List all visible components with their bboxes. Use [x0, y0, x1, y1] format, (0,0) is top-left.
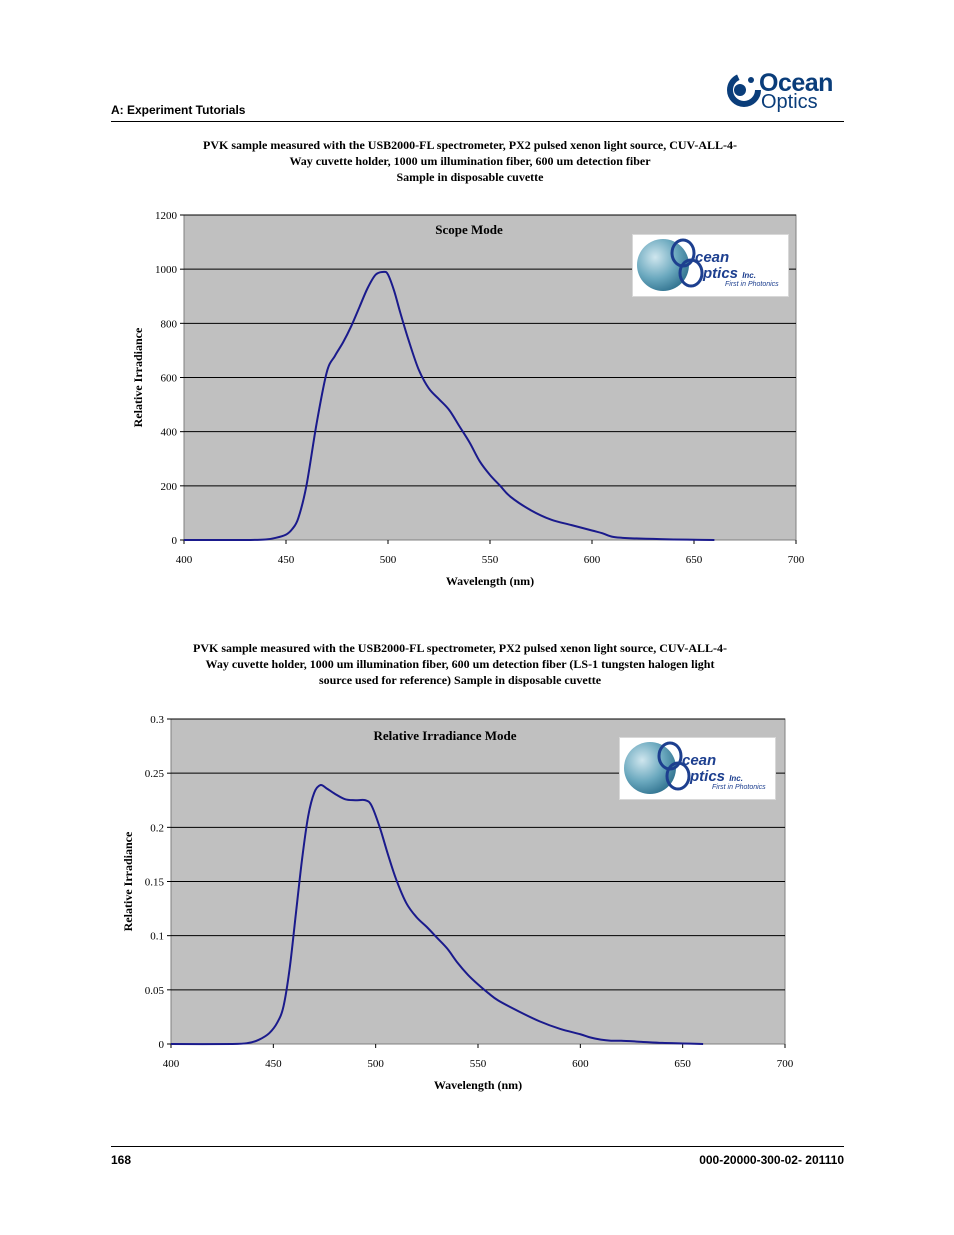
- plot-mode-label: Scope Mode: [435, 222, 503, 237]
- x-tick-label: 550: [482, 554, 499, 566]
- section-title: A: Experiment Tutorials: [111, 103, 246, 117]
- y-tick-label: 0.05: [145, 985, 165, 997]
- header-rule: [111, 121, 844, 122]
- x-tick-label: 400: [163, 1058, 180, 1070]
- x-tick-label: 650: [674, 1058, 691, 1070]
- chart-title: PVK sample measured with the USB2000-FL …: [110, 640, 810, 688]
- y-tick-label: 0.1: [150, 931, 164, 943]
- x-tick-label: 650: [686, 554, 703, 566]
- y-tick-label: 0: [172, 535, 178, 547]
- inset-logo-word: ptics: [690, 768, 726, 785]
- inset-logo-inc: Inc.: [742, 271, 756, 280]
- ocean-optics-logo: Ocean Optics: [727, 70, 845, 114]
- ocean-optics-inset-logo: cean ptics Inc. First in Photonics: [619, 737, 776, 800]
- chart-title-line: PVK sample measured with the USB2000-FL …: [203, 138, 737, 152]
- y-tick-label: 0.15: [145, 877, 165, 889]
- inset-logo-line2: ptics Inc.: [703, 265, 756, 282]
- inset-logo-line2: ptics Inc.: [690, 768, 743, 785]
- chart-plot: 0 200 400 600 800 1000 1200 400 450 500 550 600 650 7…: [131, 210, 805, 588]
- chart-title-line: Way cuvette holder, 1000 um illumination…: [205, 657, 715, 671]
- chart-plot: 0 0.05 0.1 0.15 0.2 0.25 0.3 400 450 500 550 600 650…: [121, 714, 794, 1092]
- x-tick-label: 700: [777, 1058, 794, 1070]
- ocean-optics-inset-logo: cean ptics Inc. First in Photonics: [632, 234, 789, 297]
- inset-logo-word: ptics: [703, 265, 739, 282]
- rings-icon: [670, 238, 704, 288]
- chart-title-line: Way cuvette holder, 1000 um illumination…: [289, 154, 651, 168]
- chart-title-line: Sample in disposable cuvette: [396, 170, 544, 184]
- relative-irradiance-mode-chart: PVK sample measured with the USB2000-FL …: [110, 638, 830, 1098]
- y-tick-label: 0.3: [150, 714, 164, 726]
- x-tick-label: 450: [278, 554, 295, 566]
- logo-word-ocean: Ocean: [759, 69, 833, 97]
- y-tick-label: 1000: [155, 264, 178, 276]
- footer-rule: [111, 1146, 844, 1147]
- inset-logo-tagline: First in Photonics: [725, 281, 779, 288]
- document-number: 000-20000-300-02- 201110: [699, 1153, 844, 1167]
- y-tick-label: 200: [161, 481, 178, 493]
- y-tick-label: 800: [161, 318, 178, 330]
- x-tick-label: 450: [265, 1058, 282, 1070]
- chart-title-line: source used for reference) Sample in dis…: [318, 673, 602, 687]
- plot-mode-label: Relative Irradiance Mode: [374, 728, 517, 743]
- y-axis-label: Relative Irradiance: [121, 831, 135, 931]
- rings-icon: [657, 741, 691, 791]
- inset-logo-tagline: First in Photonics: [712, 784, 766, 791]
- chart-title: PVK sample measured with the USB2000-FL …: [110, 137, 830, 185]
- spectrum-line: [183, 270, 715, 542]
- page-number: 168: [111, 1153, 132, 1167]
- x-axis-label: Wavelength (nm): [446, 574, 534, 588]
- x-tick-label: 600: [584, 554, 601, 566]
- x-tick-label: 700: [788, 554, 805, 566]
- scope-mode-chart: PVK sample measured with the USB2000-FL …: [110, 135, 830, 595]
- x-axis-label: Wavelength (nm): [434, 1078, 522, 1092]
- x-tick-label: 400: [176, 554, 193, 566]
- spectrum-line: [170, 783, 704, 1046]
- x-tick-label: 500: [380, 554, 397, 566]
- y-tick-label: 400: [161, 427, 178, 439]
- y-tick-label: 1200: [155, 210, 178, 222]
- y-tick-label: 0.2: [150, 822, 164, 834]
- inset-logo-line1: cean: [682, 752, 717, 769]
- x-tick-label: 550: [470, 1058, 487, 1070]
- y-tick-label: 0.25: [145, 768, 165, 780]
- y-tick-label: 600: [161, 373, 178, 385]
- x-tick-label: 500: [367, 1058, 384, 1070]
- inset-logo-line1: cean: [695, 249, 730, 266]
- y-tick-label: 0: [159, 1039, 165, 1051]
- logo-word-optics: Optics: [761, 91, 818, 113]
- logo-swirl-icon: [727, 73, 761, 107]
- chart-title-line: PVK sample measured with the USB2000-FL …: [193, 641, 727, 655]
- y-axis-label: Relative Irradiance: [131, 327, 145, 427]
- inset-logo-inc: Inc.: [729, 774, 743, 783]
- x-tick-label: 600: [572, 1058, 589, 1070]
